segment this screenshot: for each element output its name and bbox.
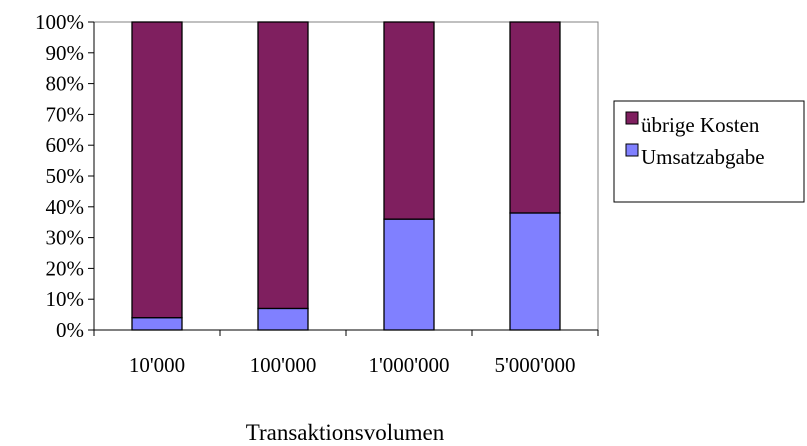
y-tick-label: 10% [46, 287, 85, 311]
y-tick-label: 60% [46, 133, 85, 157]
x-tick-label: 100'000 [250, 353, 317, 377]
y-tick-label: 50% [46, 164, 85, 188]
x-tick-label: 1'000'000 [368, 353, 449, 377]
y-tick-label: 80% [46, 72, 85, 96]
x-tick-label: 5'000'000 [494, 353, 575, 377]
axes-group: 0% 10% 20% 30% 40% 50% 60% 70% 80% 90% 100% 10'000 1… [35, 10, 599, 377]
bar-uebrige-kosten-0 [131, 21, 183, 319]
y-tick-label: 30% [46, 226, 85, 250]
y-tick-label: 20% [46, 256, 85, 280]
legend-box [613, 100, 805, 203]
bar-umsatzabgabe-1 [257, 307, 309, 331]
y-tick-label: 90% [46, 41, 85, 65]
bar-uebrige-kosten-1 [257, 21, 309, 310]
legend: übrige Kosten Umsatzabgabe [613, 100, 805, 203]
y-tick-label: 70% [46, 102, 85, 126]
legend-swatch [625, 143, 639, 157]
bars-group [131, 21, 561, 331]
bar-umsatzabgabe-0 [131, 317, 183, 331]
legend-label: übrige Kosten [641, 113, 760, 137]
y-tick-label: 100% [35, 10, 84, 34]
y-tick-label: 0% [56, 318, 84, 342]
x-axis-title: Transaktionsvolumen [246, 420, 445, 445]
legend-swatch [625, 111, 639, 125]
y-tick-label: 40% [46, 195, 85, 219]
legend-label: Umsatzabgabe [641, 145, 765, 169]
bar-uebrige-kosten-2 [383, 21, 435, 220]
bar-umsatzabgabe-3 [509, 212, 561, 331]
bar-umsatzabgabe-2 [383, 218, 435, 331]
x-tick-label: 10'000 [129, 353, 185, 377]
bar-uebrige-kosten-3 [509, 21, 561, 214]
